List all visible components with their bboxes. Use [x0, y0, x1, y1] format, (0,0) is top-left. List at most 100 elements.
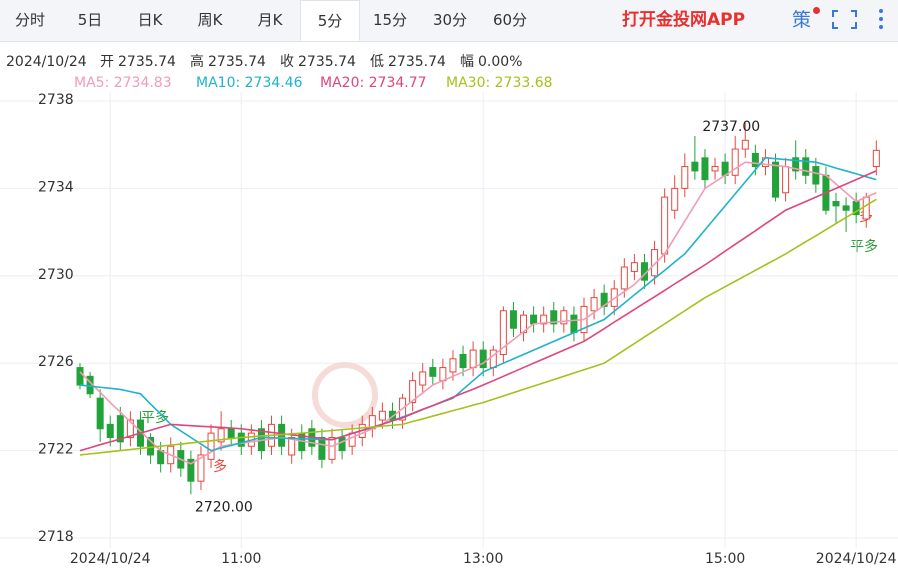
max-label: 2737.00	[702, 119, 760, 135]
ma-line	[79, 161, 877, 465]
candle-body	[489, 349, 497, 369]
period-tab[interactable]: 60分	[492, 11, 528, 29]
candle-body	[469, 349, 477, 369]
y-tick-label: 2734	[38, 179, 74, 195]
candle-body	[136, 419, 144, 447]
candle-body	[822, 174, 830, 211]
y-tick-label: 2718	[38, 529, 74, 545]
candle-body	[580, 305, 588, 334]
y-tick-label: 2726	[38, 354, 74, 370]
candle-body	[358, 423, 366, 438]
candle-body	[449, 358, 457, 373]
info-value: 2735.74	[298, 54, 356, 70]
candle-body	[600, 292, 608, 307]
candle-body	[711, 166, 719, 172]
candle-body	[509, 310, 517, 329]
candle-body	[207, 432, 215, 460]
legend-entry: MA30: 2733.68	[446, 75, 553, 91]
candle-body	[368, 415, 376, 430]
signal: 平多	[141, 409, 169, 426]
candle-body	[187, 458, 195, 482]
info-value: 2735.74	[118, 54, 176, 70]
candle-body	[439, 367, 447, 382]
candle-body	[328, 436, 336, 460]
candle-body	[640, 262, 648, 281]
candle-body	[126, 419, 134, 438]
candle-body	[721, 161, 729, 176]
candle-body	[761, 157, 769, 168]
candle-body	[217, 428, 225, 443]
candle-body	[792, 157, 800, 172]
candle-body	[832, 201, 840, 207]
candle-body	[268, 423, 276, 447]
candle-body	[388, 410, 396, 421]
candle-body	[157, 450, 165, 465]
candle-body	[862, 196, 870, 220]
candle-body	[731, 148, 739, 176]
info-label: 收	[280, 54, 294, 70]
candle-body	[197, 454, 205, 482]
candle-body	[681, 166, 689, 189]
candle-body	[701, 157, 709, 181]
candle-body	[399, 397, 407, 421]
candle-body	[298, 432, 306, 452]
x-tick-label: 13:00	[463, 551, 503, 567]
candle-body	[308, 428, 316, 447]
period-tab[interactable]: 30分	[432, 11, 468, 29]
info-label: 开	[100, 54, 114, 70]
candle-body	[550, 310, 558, 325]
policy-icon[interactable]: 策	[792, 9, 812, 31]
info-value: 2735.74	[208, 54, 266, 70]
legend-entry: MA5: 2734.83	[74, 75, 172, 91]
period-tabs: 分时 5日 日K 周K 月K 5分 15分 30分 60分	[0, 0, 898, 42]
candle-body	[378, 410, 386, 421]
candle-body	[741, 139, 749, 150]
min-label: 2720.00	[195, 499, 253, 515]
period-tab[interactable]: 分时	[14, 11, 45, 29]
app-link[interactable]: 打开金投网APP	[622, 10, 746, 30]
candle-body	[872, 149, 880, 168]
candle-body	[620, 266, 628, 290]
candle-body	[630, 262, 638, 272]
period-tab[interactable]: 月K	[257, 11, 283, 29]
candle-body	[76, 367, 84, 386]
candle-body	[288, 436, 296, 456]
y-tick-label: 2730	[38, 267, 74, 283]
candle-body	[802, 157, 810, 176]
candle-body	[499, 310, 507, 355]
y-tick-label: 2738	[38, 92, 74, 108]
candle-body	[751, 152, 759, 168]
candle-body	[520, 314, 528, 334]
candle-body	[227, 428, 235, 438]
candle-body	[96, 397, 104, 430]
period-tab[interactable]: 周K	[197, 11, 223, 29]
x-tick-label: 11:00	[221, 551, 261, 567]
candle-body	[459, 353, 467, 369]
candle-body	[429, 367, 437, 377]
signal: 多	[213, 458, 227, 475]
info-label: 高	[190, 53, 204, 70]
legend-entry: MA10: 2734.46	[196, 75, 303, 91]
candle-body	[237, 432, 245, 447]
candle-body	[348, 432, 356, 447]
candle-body	[116, 415, 124, 443]
candle-body	[247, 432, 255, 447]
candle-body	[610, 288, 618, 307]
period-tab[interactable]: 15分	[372, 11, 408, 29]
period-tab[interactable]: 5日	[77, 11, 103, 29]
candle-body	[167, 445, 175, 465]
ma-line	[79, 156, 877, 452]
ma-line	[79, 170, 877, 452]
x-tick-label: 2024/10/24	[816, 551, 897, 567]
period-tab[interactable]: 5分	[300, 0, 360, 41]
candle-body	[570, 314, 578, 334]
period-tab[interactable]: 日K	[137, 11, 163, 29]
candle-body	[278, 423, 286, 447]
candle-body	[661, 196, 669, 255]
info-date: 2024/10/24	[6, 54, 87, 70]
info-label: 幅	[460, 54, 474, 70]
watermark	[312, 362, 378, 428]
candle-body	[530, 314, 538, 325]
